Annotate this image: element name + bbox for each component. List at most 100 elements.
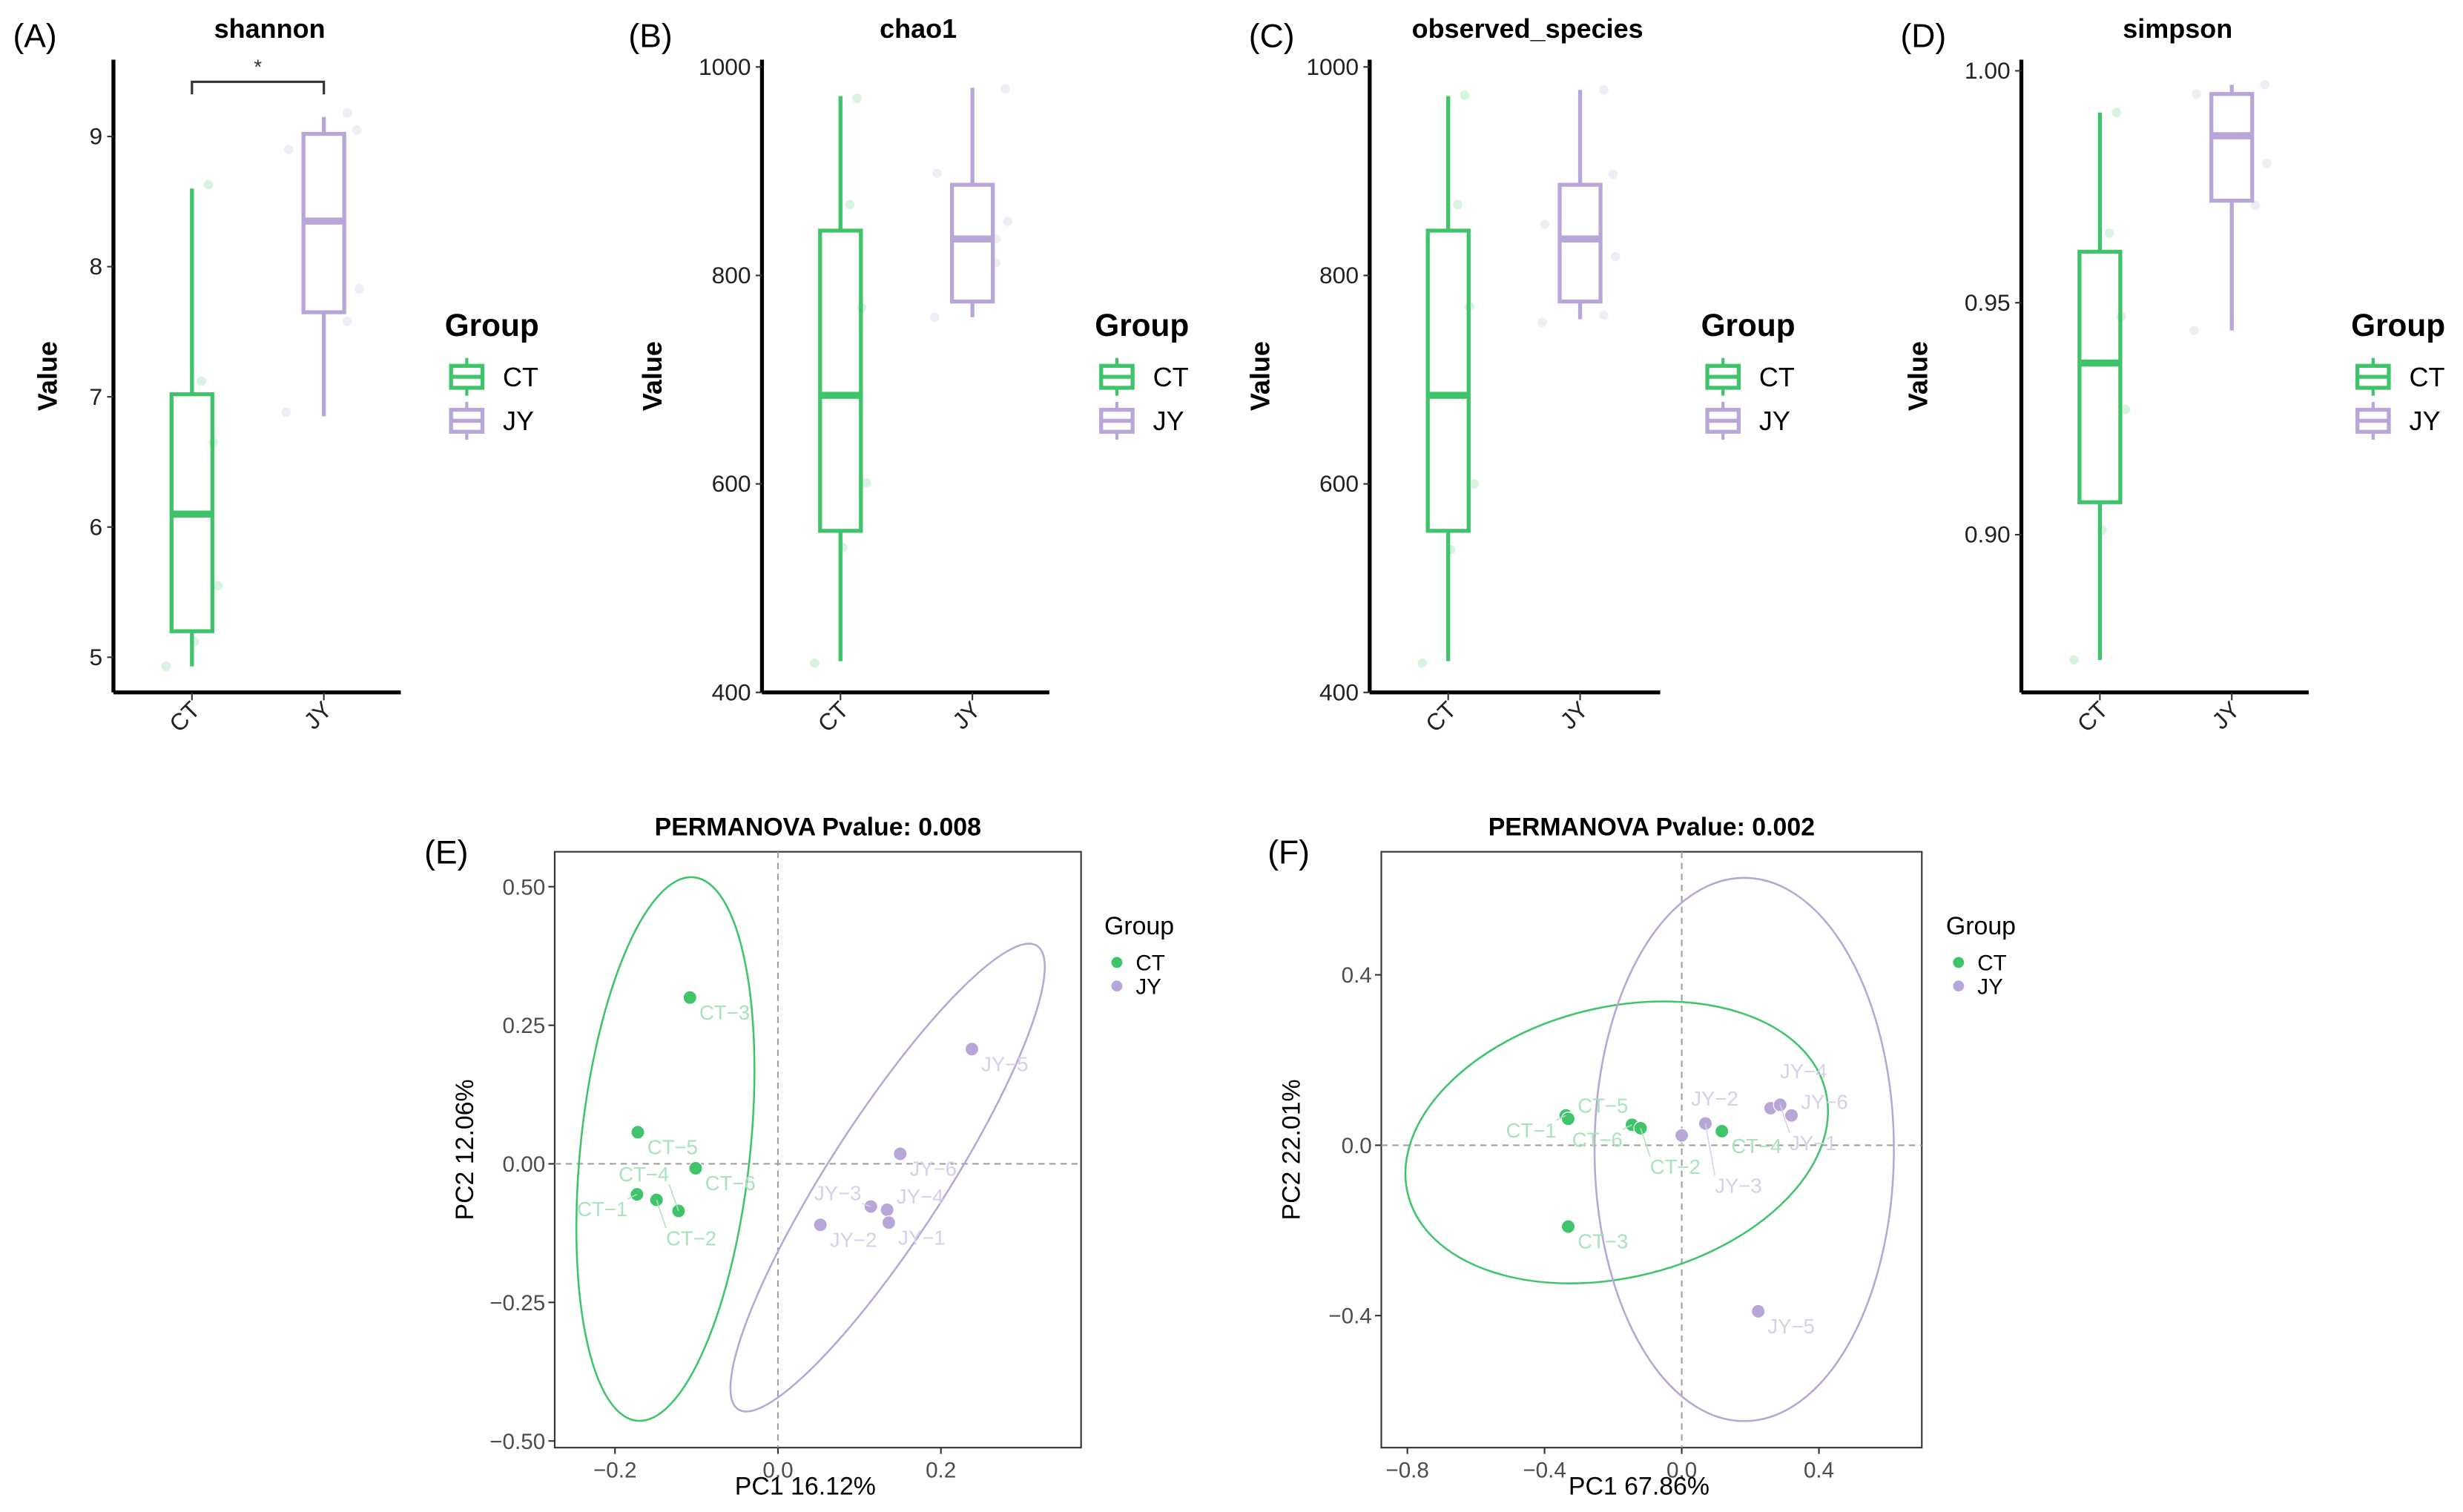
y-axis-label: Value [1902,341,1933,411]
plot-frame [1380,851,1923,1449]
panel-letter: (E) [424,835,468,871]
chart-title: PERMANOVA Pvalue: 0.002 [1488,813,1815,841]
x-tick-label: JY [2206,696,2245,735]
y-tick-label: 0.00 [503,1152,546,1177]
legend-label-CT: CT [503,362,538,392]
data-point [281,407,291,417]
data-point [1540,219,1550,229]
panel-letter: (C) [1249,19,1295,55]
sample-point [1560,1112,1576,1126]
y-tick-label: 0.90 [1965,521,2011,548]
y-tick-label: −0.25 [489,1291,545,1315]
significance-bracket [191,80,326,95]
y-tick-label: 1000 [1306,53,1359,80]
sample-label: CT−1 [577,1198,627,1221]
x-tick-label: CT [813,696,854,737]
data-point [343,317,352,326]
data-point [2104,228,2114,238]
x-axis-label: PC1 16.12% [735,1473,876,1501]
sample-point [1560,1219,1576,1234]
data-point [2250,200,2261,211]
boxplot-panel-simpson: (D) simpson Value 0.90 0.95 1.00 CT JY Group CT JY [1900,13,2445,737]
x-tick-label: JY [947,696,986,735]
x-tick-label: JY [1555,696,1594,735]
data-point [2260,79,2270,90]
sample-label: JY−1 [898,1226,945,1249]
data-point [189,636,200,647]
legend-label-CT: CT [1135,951,1165,976]
box-CT [1417,90,1479,668]
data-point [203,179,214,190]
chart-title: simpson [2123,13,2232,44]
legend-label-JY: JY [2410,406,2441,436]
data-point [929,312,940,323]
y-tick-label: 0.95 [1965,289,2011,316]
pcoa-panel-1: (F) PERMANOVA Pvalue: 0.002 −0.8 −0.4 0.0 0.4… [1267,813,2016,1500]
legend-title: Group [2351,308,2445,343]
sample-label: JY−6 [909,1158,956,1181]
data-point [1003,216,1013,226]
y-tick-label: 7 [89,383,102,410]
legend-label-CT: CT [1759,362,1795,392]
sample-label: CT−3 [699,1001,750,1024]
sample-label: CT−4 [1731,1135,1781,1158]
data-point [1000,84,1010,94]
confidence-ellipse-CT [575,876,756,1422]
data-point [1445,544,1456,555]
box-iqr [2209,92,2255,203]
data-point [2111,108,2121,118]
data-point [1598,85,1609,95]
sample-point [1750,1304,1766,1319]
box-JY [929,84,1013,323]
x-tick-label: −0.2 [593,1458,636,1482]
sample-label: JY−6 [1801,1091,1847,1114]
y-axis-label: Value [1244,341,1275,411]
y-tick-label: −0.50 [489,1430,545,1454]
data-point [283,145,294,154]
data-point [161,661,171,671]
legend-title: Group [1104,912,1174,940]
y-tick-label: 600 [712,470,751,497]
x-axis-label: PC1 67.86% [1569,1473,1709,1501]
box-CT [809,93,871,668]
data-point [354,284,364,294]
y-axis-label: Value [637,341,667,411]
plot-frame [553,851,1082,1449]
sample-label: CT−3 [1577,1230,1628,1253]
y-tick-label: 0.50 [503,875,546,899]
data-point [2097,525,2107,535]
sample-label: JY−4 [1780,1060,1827,1083]
data-point [1537,317,1548,328]
y-tick-label: 0.25 [503,1014,546,1038]
data-point [2120,404,2131,415]
y-tick-label: 0.0 [1342,1134,1372,1158]
sample-point [682,990,698,1005]
box-iqr [949,182,995,304]
chart-title: observed_species [1412,13,1643,44]
y-axis-label: PC2 22.01% [1277,1079,1305,1220]
panel-letter: (D) [1900,19,1946,55]
label-leader-line [1704,1123,1715,1176]
sample-label: CT−6 [705,1172,756,1195]
legend-title: Group [1701,308,1796,343]
legend-key-dot [1111,957,1123,968]
data-point [1608,169,1618,179]
legend-label-JY: JY [1759,406,1790,436]
x-tick-label: 0.0 [762,1458,793,1482]
x-tick-label: −0.8 [1385,1458,1428,1482]
sample-point [1674,1128,1689,1143]
sample-label: CT−4 [619,1163,669,1186]
legend-label-CT: CT [1153,362,1189,392]
legend-key-dot [1111,980,1123,992]
sample-point [964,1042,980,1057]
y-tick-label: 1000 [699,53,751,80]
pcoa-panel-0: (E) PERMANOVA Pvalue: 0.008 −0.2 0.0 0.2 0.50… [424,813,1174,1500]
y-axis-label: Value [33,341,63,411]
legend-title: Group [1946,912,2016,940]
x-tick-label: 0.0 [1666,1458,1697,1482]
chart-title: shannon [214,13,326,44]
sample-point [671,1204,686,1218]
